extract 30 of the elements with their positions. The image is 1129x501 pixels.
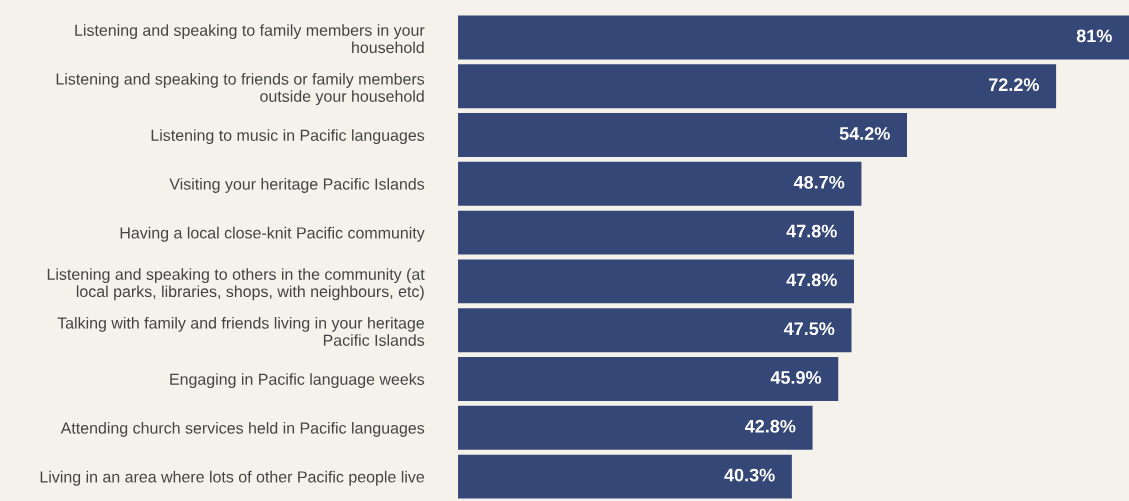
bar (458, 357, 839, 401)
bar (458, 113, 907, 157)
y-tick-label: Visiting your heritage Pacific Islands (169, 178, 425, 193)
data-label: 47.8% (786, 224, 837, 238)
y-tick-label: Having a local close-knit Pacific community (120, 226, 425, 242)
y-tick-label: Attending church services held in Pacific languages (60, 422, 425, 437)
bar (458, 15, 1129, 60)
y-tick-label: Listening to music in Pacific languages (151, 129, 425, 145)
data-label: 72.2% (989, 78, 1039, 92)
bar (458, 259, 854, 304)
bar (458, 210, 854, 255)
y-tick-label: Talking with family and friends living in your heritage Pacific Islands (57, 316, 425, 346)
y-tick-label: Engaging in Pacific language weeks (170, 373, 425, 389)
bar (458, 308, 852, 353)
data-label: 54.2% (839, 127, 890, 140)
y-tick-label: Listening and speaking to family members in your household (75, 24, 425, 54)
y-tick-label: Living in an area where lots of other Pacific people live (40, 470, 425, 486)
y-tick-label: Listening and speaking to friends or family members outside your household (56, 72, 425, 106)
bar (458, 64, 1057, 109)
data-label: 47.5% (783, 322, 835, 336)
data-label: 48.7% (793, 175, 845, 189)
y-tick-label: Listening and speaking to others in the community (at local parks, libraries, shops, with neighbours, etc) (47, 268, 425, 301)
data-label: 81% (1076, 29, 1112, 43)
data-label: 45.9% (770, 371, 822, 384)
data-label: 40.3% (724, 468, 775, 482)
bar (458, 405, 813, 450)
bar (458, 161, 862, 206)
bar (458, 454, 792, 499)
data-label: 42.8% (744, 419, 796, 433)
data-label: 47.8% (786, 273, 837, 287)
